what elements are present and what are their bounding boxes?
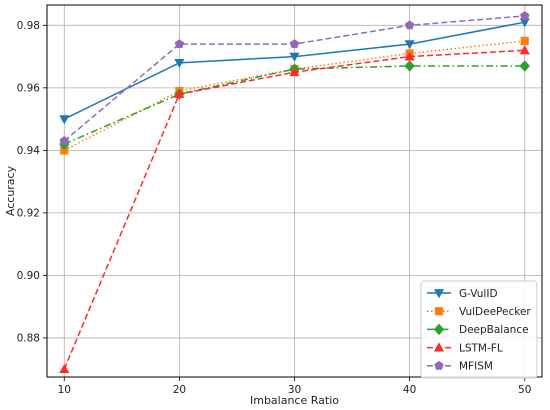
data-point <box>519 60 530 72</box>
y-axis-label: Accuracy <box>4 165 17 216</box>
series-lines <box>59 11 530 374</box>
axis-ticks: 10 20 30 40 50 0.88 0.90 0.92 0.94 0.96 0.98 <box>17 20 532 396</box>
legend: G-VulID VulDeePecker DeepBalance LSTM-FL MFI… <box>420 280 538 379</box>
legend-label: MFISM <box>459 361 493 373</box>
legend-entry: VulDeePecker <box>427 306 531 318</box>
data-point <box>520 36 529 46</box>
x-tick-label: 10 <box>58 384 71 396</box>
y-tick-label: 0.90 <box>17 270 40 282</box>
legend-entry: MFISM <box>427 361 493 373</box>
legend-entry: LSTM-FL <box>427 342 503 354</box>
x-tick-label: 40 <box>403 384 416 396</box>
data-point <box>404 60 415 72</box>
legend-label: G-VulID <box>459 288 498 300</box>
x-tick-label: 50 <box>518 384 531 396</box>
data-point <box>520 11 530 20</box>
legend-label: VulDeePecker <box>459 306 531 318</box>
legend-label: DeepBalance <box>459 324 529 336</box>
data-point <box>289 66 300 77</box>
y-tick-label: 0.88 <box>17 332 40 344</box>
legend-label: LSTM-FL <box>459 342 503 354</box>
series-g-vulid <box>59 18 530 125</box>
y-tick-label: 0.92 <box>17 207 40 219</box>
legend-marker <box>433 323 445 336</box>
data-point <box>404 40 415 50</box>
data-point <box>289 52 300 62</box>
data-point <box>174 88 185 98</box>
data-point <box>174 39 185 49</box>
y-tick-label: 0.94 <box>17 145 41 157</box>
y-tick-label: 0.98 <box>17 20 40 32</box>
x-tick-label: 30 <box>288 384 301 396</box>
data-point <box>174 58 185 69</box>
legend-entry: DeepBalance <box>427 323 529 336</box>
data-point <box>59 363 70 374</box>
legend-box <box>420 280 538 379</box>
series-mfism <box>59 11 530 145</box>
data-point <box>59 115 70 125</box>
series-lstm-fl <box>59 45 530 374</box>
legend-marker <box>433 342 445 352</box>
legend-marker <box>433 289 445 299</box>
series-line <box>63 40 525 152</box>
data-point <box>404 51 415 61</box>
x-tick-label: 20 <box>173 384 186 396</box>
x-axis-label: Imbalance Ratio <box>250 394 339 407</box>
data-point <box>59 136 69 145</box>
legend-entry: G-VulID <box>427 288 498 300</box>
data-point <box>289 39 300 49</box>
data-point <box>404 20 415 30</box>
legend-marker <box>434 307 444 316</box>
legend-marker <box>434 360 444 370</box>
data-point <box>519 45 530 55</box>
y-tick-label: 0.96 <box>17 82 41 94</box>
